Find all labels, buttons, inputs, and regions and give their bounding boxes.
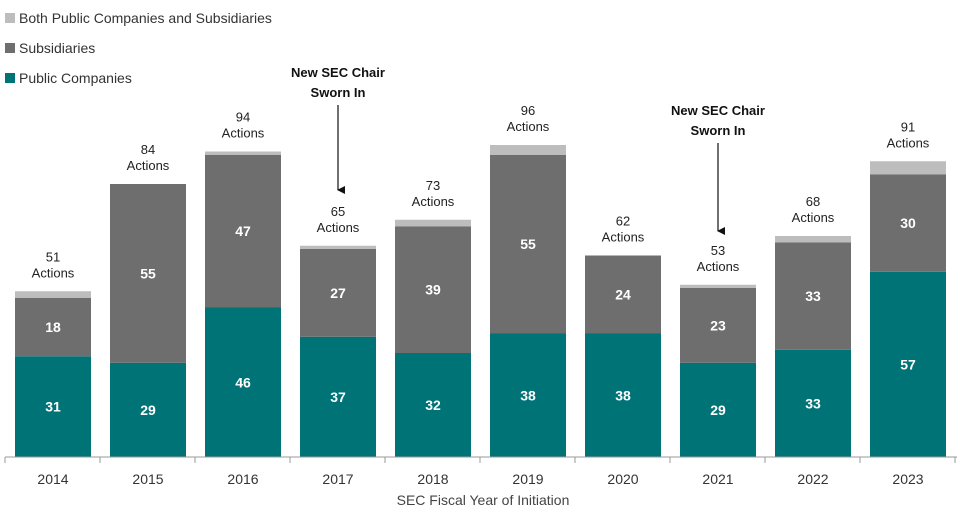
bar-both (775, 236, 851, 243)
total-value-label: 96 (521, 103, 535, 118)
bar-subsidiaries (585, 255, 661, 334)
x-tick-label: 2017 (322, 471, 353, 487)
segment-value-label: 33 (805, 395, 821, 411)
total-suffix-label: Actions (222, 126, 265, 141)
segment-value-label: 33 (805, 288, 821, 304)
x-tick-label: 2015 (132, 471, 163, 487)
total-value-label: 68 (806, 194, 820, 209)
bar-public-companies (775, 349, 851, 457)
bar-subsidiaries (300, 249, 376, 337)
total-suffix-label: Actions (32, 265, 75, 280)
total-suffix-label: Actions (887, 135, 930, 150)
legend: Both Public Companies and Subsidiaries Su… (5, 10, 272, 86)
segment-value-label: 55 (140, 265, 156, 281)
bar-public-companies (110, 362, 186, 457)
bar-both (15, 291, 91, 298)
segment-value-label: 37 (330, 389, 346, 405)
annotation-text: Sworn In (691, 123, 746, 138)
segment-value-label: 24 (615, 287, 631, 303)
segment-value-label: 23 (710, 317, 726, 333)
bar-subsidiaries (15, 297, 91, 357)
segment-value-label: 39 (425, 282, 441, 298)
bar-subsidiaries (205, 154, 281, 308)
bar-subsidiaries (395, 226, 471, 353)
total-suffix-label: Actions (697, 259, 740, 274)
total-suffix-label: Actions (792, 210, 835, 225)
bar-subsidiaries (680, 288, 756, 363)
segment-value-label: 47 (235, 223, 251, 239)
bar-public-companies (585, 333, 661, 457)
x-axis-ticks: 2014 2015 2016 2017 2018 2019 2020 2021 2022 2023 (4, 457, 956, 487)
total-suffix-label: Actions (317, 220, 360, 235)
total-value-label: 91 (901, 119, 915, 134)
segment-value-label: 55 (520, 236, 536, 252)
bars: 311851Actions295584Actions464794Actions3… (15, 103, 946, 457)
total-suffix-label: Actions (412, 194, 455, 209)
x-tick-label: 2022 (797, 471, 828, 487)
annotations: New SEC Chair Sworn In New SEC Chair Sworn … (291, 65, 765, 235)
annotation-text: Sworn In (311, 85, 366, 100)
annotation-text: New SEC Chair (291, 65, 385, 80)
legend-swatch (5, 73, 15, 83)
total-value-label: 53 (711, 243, 725, 258)
bar-both (870, 161, 946, 175)
bar-public-companies (680, 362, 756, 457)
x-tick-label: 2018 (417, 471, 448, 487)
segment-value-label: 30 (900, 215, 916, 231)
segment-value-label: 29 (140, 402, 156, 418)
legend-swatch (5, 43, 15, 53)
bar-both (680, 284, 756, 288)
segment-value-label: 31 (45, 399, 61, 415)
bar-subsidiaries (870, 174, 946, 272)
bar-public-companies (300, 336, 376, 457)
total-suffix-label: Actions (602, 230, 645, 245)
bar-both (205, 151, 281, 155)
legend-swatch (5, 13, 15, 23)
bar-public-companies (15, 356, 91, 457)
segment-value-label: 32 (425, 397, 441, 413)
x-tick-label: 2014 (37, 471, 68, 487)
segment-value-label: 38 (520, 387, 536, 403)
legend-label: Public Companies (19, 70, 132, 86)
segment-value-label: 27 (330, 285, 346, 301)
total-value-label: 73 (426, 178, 440, 193)
x-tick-label: 2020 (607, 471, 638, 487)
bar-public-companies (205, 307, 281, 457)
bar-subsidiaries (775, 242, 851, 350)
segment-value-label: 57 (900, 356, 916, 372)
x-tick-label: 2021 (702, 471, 733, 487)
x-tick-label: 2019 (512, 471, 543, 487)
bar-public-companies (490, 333, 566, 457)
total-value-label: 84 (141, 142, 155, 157)
segment-value-label: 46 (235, 374, 251, 390)
segment-value-label: 18 (45, 319, 61, 335)
total-value-label: 51 (46, 249, 60, 264)
bar-subsidiaries (490, 154, 566, 334)
x-tick-label: 2016 (227, 471, 258, 487)
annotation-text: New SEC Chair (671, 103, 765, 118)
bar-public-companies (870, 271, 946, 457)
segment-value-label: 38 (615, 387, 631, 403)
bar-subsidiaries (110, 184, 186, 363)
bar-public-companies (395, 353, 471, 457)
total-value-label: 65 (331, 204, 345, 219)
segment-value-label: 29 (710, 402, 726, 418)
total-value-label: 62 (616, 214, 630, 229)
total-value-label: 94 (236, 110, 250, 125)
total-suffix-label: Actions (127, 158, 170, 173)
total-suffix-label: Actions (507, 119, 550, 134)
x-axis-title: SEC Fiscal Year of Initiation (397, 492, 570, 508)
legend-label: Both Public Companies and Subsidiaries (19, 10, 272, 26)
bar-both (300, 245, 376, 249)
x-tick-label: 2023 (892, 471, 923, 487)
bar-both (490, 145, 566, 155)
bar-both (395, 219, 471, 227)
legend-label: Subsidiaries (19, 40, 95, 56)
